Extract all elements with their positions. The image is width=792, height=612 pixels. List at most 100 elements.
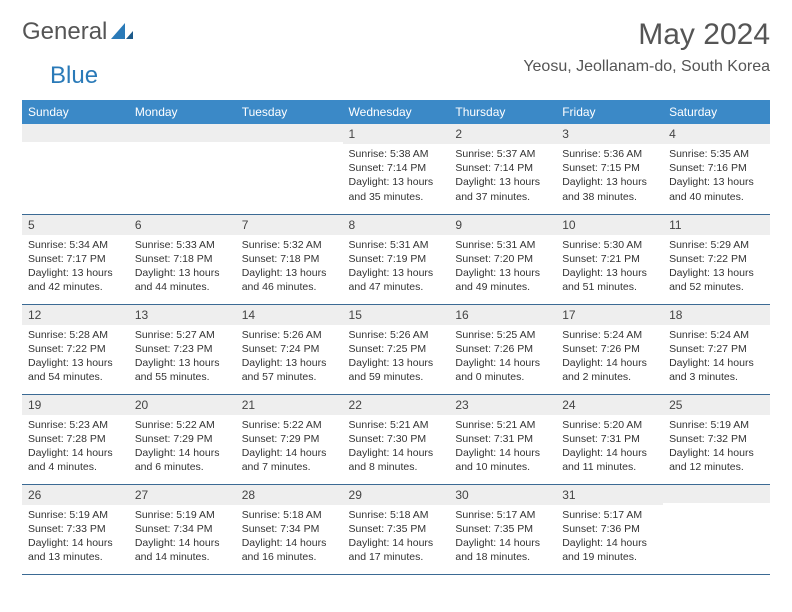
day-number: 11 <box>663 215 770 235</box>
day-line: and 14 minutes. <box>135 550 230 564</box>
day-line: and 40 minutes. <box>669 190 764 204</box>
day-body: Sunrise: 5:26 AMSunset: 7:25 PMDaylight:… <box>343 325 450 391</box>
day-line: Sunrise: 5:24 AM <box>669 328 764 342</box>
day-line: Sunrise: 5:17 AM <box>562 508 657 522</box>
day-line: Sunrise: 5:19 AM <box>135 508 230 522</box>
day-line: Sunset: 7:21 PM <box>562 252 657 266</box>
calendar-day-cell: 11Sunrise: 5:29 AMSunset: 7:22 PMDayligh… <box>663 214 770 304</box>
calendar-day-cell: 16Sunrise: 5:25 AMSunset: 7:26 PMDayligh… <box>449 304 556 394</box>
logo-sail-icon <box>111 21 133 44</box>
day-line: and 46 minutes. <box>242 280 337 294</box>
calendar-day-cell: 20Sunrise: 5:22 AMSunset: 7:29 PMDayligh… <box>129 394 236 484</box>
day-line: Sunrise: 5:19 AM <box>669 418 764 432</box>
day-body: Sunrise: 5:19 AMSunset: 7:32 PMDaylight:… <box>663 415 770 481</box>
day-number: 8 <box>343 215 450 235</box>
day-line: and 8 minutes. <box>349 460 444 474</box>
day-number: 9 <box>449 215 556 235</box>
day-body: Sunrise: 5:22 AMSunset: 7:29 PMDaylight:… <box>129 415 236 481</box>
day-line: Sunset: 7:16 PM <box>669 161 764 175</box>
day-line: Sunset: 7:23 PM <box>135 342 230 356</box>
day-line: and 42 minutes. <box>28 280 123 294</box>
day-line: and 13 minutes. <box>28 550 123 564</box>
day-line: Sunset: 7:33 PM <box>28 522 123 536</box>
day-number <box>236 124 343 142</box>
day-line: Sunrise: 5:35 AM <box>669 147 764 161</box>
day-line: Daylight: 13 hours <box>242 356 337 370</box>
day-body: Sunrise: 5:24 AMSunset: 7:27 PMDaylight:… <box>663 325 770 391</box>
day-body: Sunrise: 5:32 AMSunset: 7:18 PMDaylight:… <box>236 235 343 301</box>
logo-text-1: General <box>22 18 107 46</box>
day-line: Sunset: 7:14 PM <box>349 161 444 175</box>
day-line: and 37 minutes. <box>455 190 550 204</box>
day-line: Sunset: 7:29 PM <box>135 432 230 446</box>
day-line: Daylight: 14 hours <box>28 446 123 460</box>
day-line: Daylight: 14 hours <box>669 356 764 370</box>
calendar-day-cell: 6Sunrise: 5:33 AMSunset: 7:18 PMDaylight… <box>129 214 236 304</box>
weekday-header-row: Sunday Monday Tuesday Wednesday Thursday… <box>22 100 770 124</box>
calendar-table: Sunday Monday Tuesday Wednesday Thursday… <box>22 100 770 575</box>
calendar-day-cell: 15Sunrise: 5:26 AMSunset: 7:25 PMDayligh… <box>343 304 450 394</box>
day-line: Sunrise: 5:17 AM <box>455 508 550 522</box>
calendar-day-cell: 12Sunrise: 5:28 AMSunset: 7:22 PMDayligh… <box>22 304 129 394</box>
day-number: 31 <box>556 485 663 505</box>
day-line: Sunset: 7:29 PM <box>242 432 337 446</box>
day-line: and 0 minutes. <box>455 370 550 384</box>
day-body: Sunrise: 5:27 AMSunset: 7:23 PMDaylight:… <box>129 325 236 391</box>
calendar-day-cell: 24Sunrise: 5:20 AMSunset: 7:31 PMDayligh… <box>556 394 663 484</box>
day-line: Sunrise: 5:34 AM <box>28 238 123 252</box>
day-line: and 4 minutes. <box>28 460 123 474</box>
day-number: 1 <box>343 124 450 144</box>
weekday-header: Saturday <box>663 100 770 124</box>
day-body: Sunrise: 5:38 AMSunset: 7:14 PMDaylight:… <box>343 144 450 210</box>
day-line: and 52 minutes. <box>669 280 764 294</box>
day-number: 5 <box>22 215 129 235</box>
day-line: and 12 minutes. <box>669 460 764 474</box>
calendar-day-cell: 13Sunrise: 5:27 AMSunset: 7:23 PMDayligh… <box>129 304 236 394</box>
weekday-header: Wednesday <box>343 100 450 124</box>
calendar-day-cell: 19Sunrise: 5:23 AMSunset: 7:28 PMDayligh… <box>22 394 129 484</box>
weekday-header: Tuesday <box>236 100 343 124</box>
day-line: and 44 minutes. <box>135 280 230 294</box>
day-number: 20 <box>129 395 236 415</box>
day-line: Daylight: 14 hours <box>669 446 764 460</box>
day-line: and 35 minutes. <box>349 190 444 204</box>
day-body: Sunrise: 5:33 AMSunset: 7:18 PMDaylight:… <box>129 235 236 301</box>
calendar-day-cell: 23Sunrise: 5:21 AMSunset: 7:31 PMDayligh… <box>449 394 556 484</box>
day-line: Daylight: 14 hours <box>242 536 337 550</box>
day-line: Sunset: 7:31 PM <box>455 432 550 446</box>
day-number <box>22 124 129 142</box>
day-line: Sunset: 7:17 PM <box>28 252 123 266</box>
day-line: Sunrise: 5:37 AM <box>455 147 550 161</box>
day-number: 23 <box>449 395 556 415</box>
calendar-day-cell: 25Sunrise: 5:19 AMSunset: 7:32 PMDayligh… <box>663 394 770 484</box>
calendar-day-cell: 28Sunrise: 5:18 AMSunset: 7:34 PMDayligh… <box>236 484 343 574</box>
day-line: Daylight: 14 hours <box>242 446 337 460</box>
day-line: Daylight: 13 hours <box>349 356 444 370</box>
day-line: Daylight: 13 hours <box>242 266 337 280</box>
day-line: and 16 minutes. <box>242 550 337 564</box>
day-line: Daylight: 14 hours <box>455 536 550 550</box>
day-line: Sunrise: 5:33 AM <box>135 238 230 252</box>
day-body: Sunrise: 5:17 AMSunset: 7:36 PMDaylight:… <box>556 505 663 571</box>
day-line: and 3 minutes. <box>669 370 764 384</box>
day-line: Daylight: 13 hours <box>455 266 550 280</box>
day-line: Sunrise: 5:24 AM <box>562 328 657 342</box>
calendar-day-cell: 17Sunrise: 5:24 AMSunset: 7:26 PMDayligh… <box>556 304 663 394</box>
calendar-day-cell: 29Sunrise: 5:18 AMSunset: 7:35 PMDayligh… <box>343 484 450 574</box>
day-line: and 17 minutes. <box>349 550 444 564</box>
day-line: Daylight: 13 hours <box>669 266 764 280</box>
day-line: and 19 minutes. <box>562 550 657 564</box>
day-body: Sunrise: 5:18 AMSunset: 7:35 PMDaylight:… <box>343 505 450 571</box>
day-number: 12 <box>22 305 129 325</box>
day-line: Sunset: 7:34 PM <box>242 522 337 536</box>
calendar-week-row: 5Sunrise: 5:34 AMSunset: 7:17 PMDaylight… <box>22 214 770 304</box>
calendar-day-cell <box>22 124 129 214</box>
day-body: Sunrise: 5:21 AMSunset: 7:30 PMDaylight:… <box>343 415 450 481</box>
day-body: Sunrise: 5:25 AMSunset: 7:26 PMDaylight:… <box>449 325 556 391</box>
day-body: Sunrise: 5:19 AMSunset: 7:34 PMDaylight:… <box>129 505 236 571</box>
day-line: Sunset: 7:27 PM <box>669 342 764 356</box>
month-title: May 2024 <box>523 18 770 52</box>
day-number: 28 <box>236 485 343 505</box>
day-line: Daylight: 13 hours <box>455 175 550 189</box>
day-line: Daylight: 13 hours <box>28 266 123 280</box>
